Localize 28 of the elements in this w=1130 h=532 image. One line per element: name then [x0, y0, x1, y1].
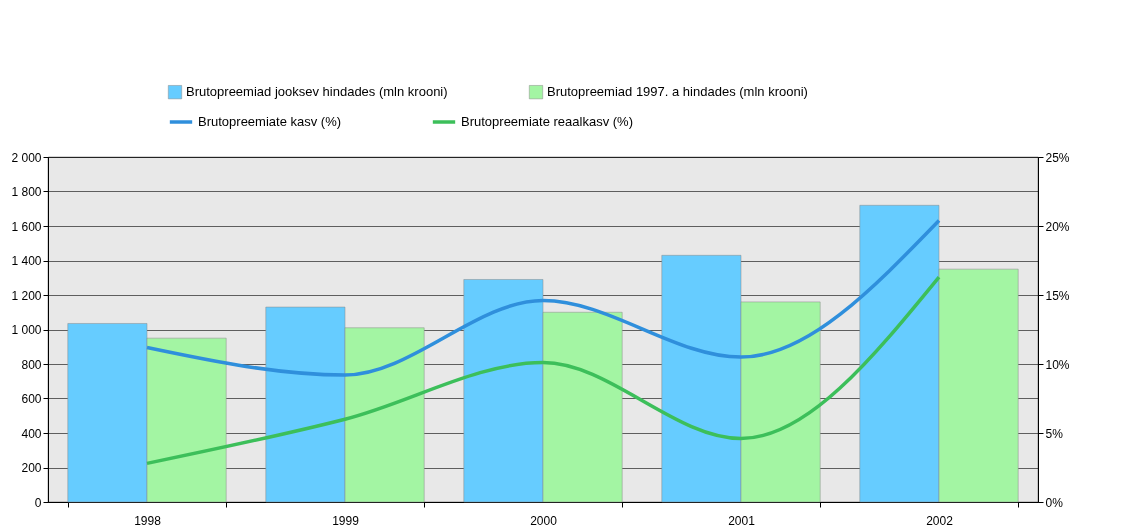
y-tick-label: 1 000 — [11, 323, 42, 337]
y-tick-label: 1 200 — [11, 288, 42, 303]
y2-tick-label: 15% — [1045, 288, 1070, 303]
y2-tick-label: 20% — [1045, 219, 1070, 234]
y-tick-label: 0 — [34, 495, 42, 510]
y-tick-label: 400 — [21, 426, 42, 441]
x-tick-label: 2002 — [926, 513, 954, 528]
y-tick-label: 1 600 — [11, 219, 42, 234]
y2-tick-label: 5% — [1045, 426, 1064, 441]
legend-label: Brutopreemiate reaalkasv (%) — [461, 114, 633, 129]
y-tick-label: 1 800 — [11, 185, 42, 199]
legend-label: Brutopreemiad jooksev hindades (mln krooni) — [186, 84, 448, 100]
y2-tick-label: 25% — [1045, 150, 1070, 165]
legend-label: Brutopreemiate kasv (%) — [198, 114, 342, 129]
y-tick-label: 1 400 — [11, 254, 42, 268]
line-series — [145, 218, 941, 377]
x-tick-label: 2001 — [728, 513, 756, 528]
y2-tick-label: 10% — [1045, 357, 1070, 372]
y-tick-label: 600 — [21, 392, 42, 406]
x-tick-label: 1998 — [134, 513, 162, 528]
x-tick-label: 2000 — [530, 513, 558, 528]
y-tick-label: 800 — [21, 357, 42, 372]
y2-tick-label: 0% — [1045, 495, 1064, 510]
line-series — [145, 275, 941, 466]
y-tick-label: 200 — [21, 461, 42, 475]
y-tick-label: 2 000 — [11, 150, 42, 165]
x-tick-label: 1999 — [332, 513, 360, 528]
legend-label: Brutopreemiad 1997. a hindades (mln krooni) — [547, 84, 808, 100]
